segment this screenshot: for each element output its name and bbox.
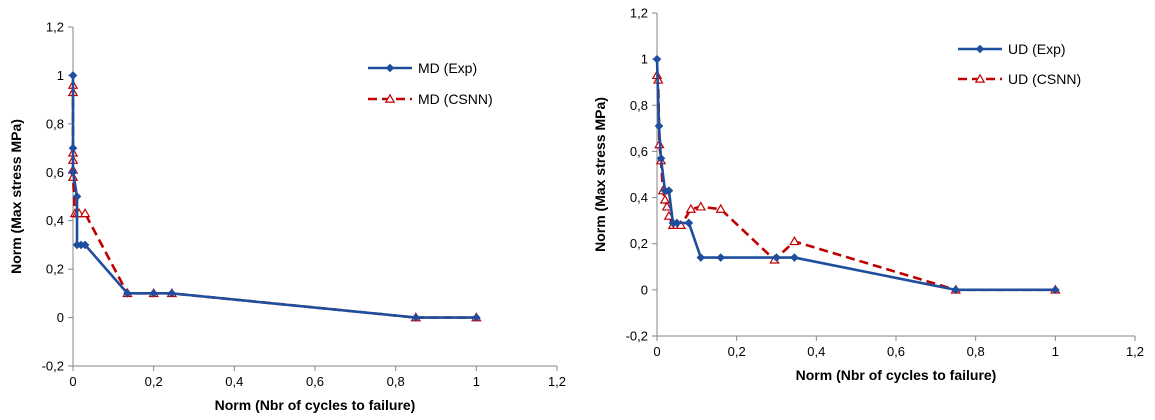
x-axis-title: Norm (Nbr of cycles to failure)	[215, 397, 416, 413]
data-point	[696, 253, 706, 262]
x-tick-label: 0,2	[728, 344, 746, 359]
y-tick-label: 0,4	[630, 190, 648, 205]
x-tick-label: 0,6	[887, 344, 905, 359]
y-tick-label: 1	[57, 68, 64, 83]
data-point	[664, 186, 674, 195]
series-line	[71, 75, 477, 319]
legend-entry: MD (Exp)	[368, 60, 477, 76]
legend-marker	[975, 44, 985, 54]
data-point	[80, 240, 90, 250]
x-tick-label: 1	[1052, 344, 1059, 359]
legend-label: UD (Exp)	[1008, 41, 1066, 57]
y-tick-label: 0	[641, 282, 648, 297]
data-point	[167, 289, 177, 298]
series-line	[71, 85, 477, 319]
data-point	[789, 235, 800, 246]
y-tick-label: 0,4	[46, 213, 64, 228]
data-point	[68, 71, 78, 80]
series-exp	[652, 54, 1060, 295]
data-point	[411, 313, 421, 322]
legend-entry: UD (CSNN)	[958, 71, 1081, 87]
legend-label: MD (CSNN)	[418, 91, 493, 107]
data-point	[123, 289, 132, 298]
y-tick-label: 0	[57, 310, 64, 325]
data-point	[72, 192, 82, 201]
y-tick-label: -0,2	[626, 329, 648, 344]
x-tick-label: 0	[69, 374, 76, 389]
y-tick-label: 0,6	[630, 144, 648, 159]
data-point	[654, 121, 664, 131]
data-point	[149, 289, 158, 298]
x-tick-label: 1,2	[548, 374, 566, 389]
y-tick-label: 0,8	[46, 116, 64, 131]
y-axis-title: Norm (Max stress MPa)	[592, 97, 608, 252]
data-point	[695, 201, 707, 211]
x-tick-label: 0,6	[306, 374, 324, 389]
data-point	[661, 201, 673, 211]
y-tick-label: 1,2	[46, 20, 64, 35]
y-tick-label: -0,2	[42, 359, 64, 374]
data-point	[1051, 285, 1060, 295]
data-point	[716, 253, 726, 262]
data-point	[951, 285, 961, 295]
y-tick-label: 1	[641, 52, 648, 67]
legend-label: UD (CSNN)	[1008, 71, 1081, 87]
data-point	[652, 54, 662, 64]
legend-entry: UD (Exp)	[958, 41, 1066, 57]
x-axis-title: Norm (Nbr of cycles to failure)	[796, 367, 997, 383]
data-point	[715, 203, 726, 213]
y-tick-label: 1,2	[630, 6, 648, 21]
x-tick-label: 1	[473, 374, 480, 389]
data-point	[659, 194, 671, 204]
y-tick-label: 0,6	[46, 165, 64, 180]
y-tick-label: 0,8	[630, 98, 648, 113]
data-point	[685, 203, 697, 213]
y-axis-title: Norm (Max stress MPa)	[8, 119, 24, 274]
x-tick-label: 0,2	[145, 374, 163, 389]
series-csnn	[651, 69, 1061, 294]
x-tick-label: 1,2	[1126, 344, 1144, 359]
legend-marker	[385, 63, 395, 73]
x-tick-label: 0,8	[967, 344, 985, 359]
data-point	[68, 167, 78, 177]
series-exp	[68, 71, 481, 322]
series-csnn	[67, 79, 482, 322]
chart-ud: -0,2 0 0,2 0,4 0,6 0,8 1 1,2 0 0,2 0,4 0,6 0,8 1 1,2 No…	[592, 6, 1144, 384]
x-tick-label: 0,4	[807, 344, 825, 359]
x-tick-label: 0	[653, 344, 660, 359]
legend-label: MD (Exp)	[418, 60, 477, 76]
legend-entry: MD (CSNN)	[368, 91, 493, 107]
data-point	[79, 208, 91, 218]
data-point	[684, 218, 694, 228]
legend-marker	[974, 73, 986, 83]
legend-marker	[384, 93, 396, 103]
data-point	[68, 143, 78, 153]
data-point	[672, 218, 682, 228]
y-tick-label: 0,2	[46, 262, 64, 277]
data-point	[772, 253, 781, 262]
series-line	[655, 59, 1056, 292]
data-point	[472, 313, 481, 322]
chart-md: -0,2 0 0,2 0,4 0,6 0,8 1 1,2 0 0,2 0,4 0,6 0,8 1 1,2 No…	[8, 20, 566, 414]
y-tick-label: 0,2	[630, 236, 648, 251]
data-point	[790, 253, 799, 262]
x-tick-label: 0,8	[387, 374, 405, 389]
x-tick-label: 0,4	[225, 374, 243, 389]
data-point	[656, 154, 666, 163]
